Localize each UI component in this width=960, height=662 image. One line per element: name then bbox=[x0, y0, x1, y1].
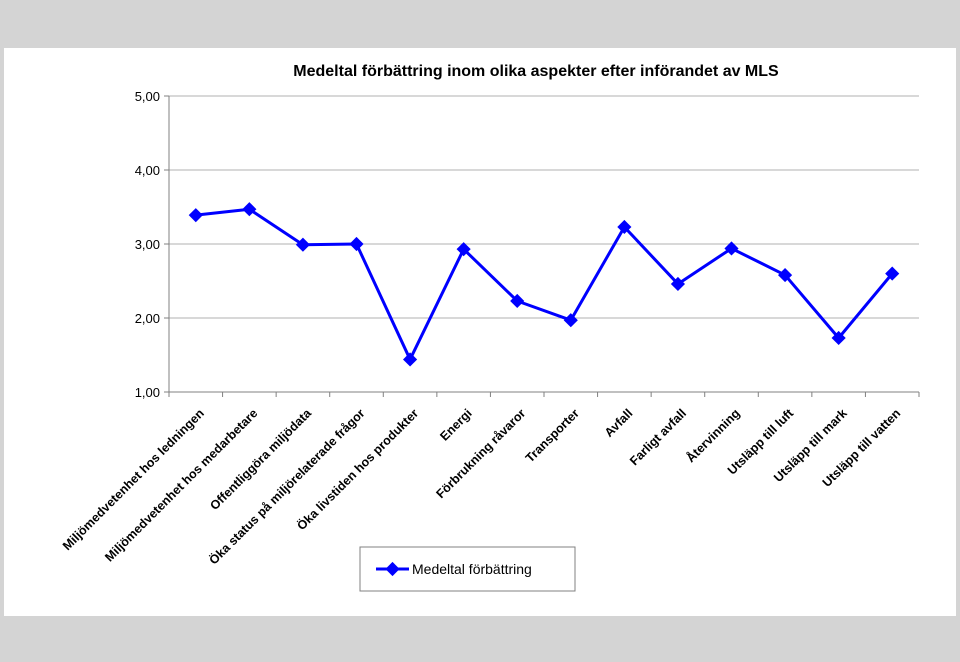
x-tick-label: Farligt avfall bbox=[627, 406, 689, 468]
chart-title: Medeltal förbättring inom olika aspekter… bbox=[293, 63, 779, 80]
data-point bbox=[295, 237, 310, 252]
y-tick-label: 2,00 bbox=[135, 311, 160, 326]
x-axis-ticks: Miljömedvetenhet hos ledningenMiljömedve… bbox=[60, 392, 920, 567]
legend-label: Medeltal förbättring bbox=[412, 561, 532, 577]
gridlines bbox=[169, 95, 919, 319]
x-tick-label: Förbrukning råvaror bbox=[433, 406, 528, 501]
series-line bbox=[195, 207, 894, 361]
y-tick-label: 3,00 bbox=[135, 237, 160, 252]
data-point bbox=[724, 241, 739, 256]
data-point bbox=[456, 242, 471, 257]
data-point bbox=[510, 293, 525, 309]
data-point bbox=[885, 266, 900, 281]
data-point bbox=[617, 219, 632, 235]
data-point bbox=[778, 268, 793, 283]
y-tick-label: 4,00 bbox=[135, 163, 160, 178]
series-group bbox=[188, 202, 900, 367]
x-tick-label: Avfall bbox=[602, 406, 636, 440]
x-tick-label: Offentliggöra miljödata bbox=[207, 405, 314, 512]
x-tick-label: Energi bbox=[437, 406, 474, 443]
y-axis-ticks: 1,00 2,00 3,00 4,00 5,00 bbox=[135, 89, 169, 400]
y-tick-label: 1,00 bbox=[135, 385, 160, 400]
legend: Medeltal förbättring bbox=[359, 546, 576, 592]
x-tick-label: Återvinning bbox=[683, 406, 743, 466]
line-chart: Medeltal förbättring inom olika aspekter… bbox=[60, 63, 920, 592]
data-point bbox=[242, 202, 257, 217]
legend-marker bbox=[385, 561, 400, 577]
data-point bbox=[831, 330, 846, 346]
data-point bbox=[403, 352, 418, 367]
chart-frame: Medeltal förbättring inom olika aspekter… bbox=[4, 48, 956, 616]
data-point bbox=[349, 236, 364, 252]
data-point bbox=[188, 208, 203, 223]
y-tick-label: 5,00 bbox=[135, 89, 160, 104]
data-point bbox=[563, 313, 578, 328]
data-point bbox=[670, 276, 685, 292]
x-tick-label: Transporter bbox=[523, 406, 582, 465]
